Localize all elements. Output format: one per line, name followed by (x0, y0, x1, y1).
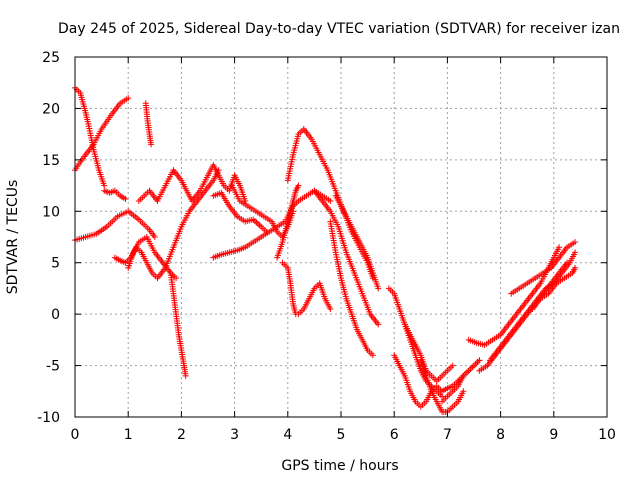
x-axis-title: GPS time / hours (281, 458, 398, 474)
x-tick-label: 4 (283, 427, 292, 443)
series-arc-5 (142, 100, 155, 148)
data-point (101, 182, 108, 189)
data-point (449, 362, 456, 369)
y-tick-label: 25 (42, 50, 60, 66)
y-axis-title: SDTVAR / TECUs (5, 180, 21, 295)
data-point (476, 357, 483, 364)
x-tick-label: 0 (71, 427, 80, 443)
data-point (460, 388, 467, 395)
data-point (182, 372, 189, 379)
series-arc-25 (465, 244, 563, 348)
data-point (125, 95, 132, 102)
x-tick-label: 9 (549, 427, 558, 443)
series-arc-8 (135, 162, 249, 204)
data-point (375, 321, 382, 328)
series-arc-7 (167, 270, 189, 379)
y-tick-label: 15 (42, 153, 60, 169)
data-point (572, 249, 579, 256)
series-arc-28 (508, 239, 579, 297)
data-point (151, 234, 158, 240)
series-arc-23 (401, 321, 456, 384)
series-arc-24 (439, 357, 483, 405)
series-arc-15 (295, 280, 334, 318)
data-point (327, 306, 334, 312)
series-arc-14 (279, 259, 299, 318)
data-point (256, 222, 263, 229)
x-tick-label: 1 (124, 427, 133, 443)
y-tick-label: 10 (42, 204, 60, 220)
data-point (369, 352, 376, 359)
x-tick-label: 7 (443, 427, 452, 443)
series-arc-22 (417, 357, 467, 415)
series-arc-17 (311, 187, 382, 328)
data-point (251, 217, 258, 224)
chart-title: Day 245 of 2025, Sidereal Day-to-day VTE… (58, 21, 620, 37)
y-tick-label: -5 (46, 359, 60, 375)
series-arc-9 (125, 234, 180, 282)
series-arc-18 (327, 218, 376, 359)
data-point (255, 220, 262, 227)
x-tick-label: 6 (390, 427, 399, 443)
series-arc-1 (72, 95, 132, 174)
series-arc-3 (101, 187, 129, 202)
axis-ticks (74, 56, 608, 418)
series-arc-19 (332, 192, 382, 292)
x-tick-label: 5 (337, 427, 346, 443)
series-arc-10 (210, 189, 270, 235)
x-tick-label: 3 (230, 427, 239, 443)
data-point (327, 198, 334, 204)
data-point (375, 285, 382, 292)
data-marks (72, 84, 579, 415)
x-tick-label: 2 (177, 427, 186, 443)
data-point (439, 393, 446, 400)
x-tick-label: 8 (496, 427, 505, 443)
x-tick-label: 10 (598, 427, 616, 443)
y-tick-label: 20 (42, 101, 60, 117)
y-tick-label: 0 (51, 307, 60, 323)
series-arc-13 (274, 182, 302, 261)
data-point (572, 264, 579, 271)
series-arc-4 (72, 208, 158, 244)
data-point (253, 219, 260, 226)
data-point (148, 141, 155, 148)
data-point (572, 239, 579, 246)
data-point (122, 195, 129, 202)
tick-labels: 0 1 2 3 4 5 6 7 8 9 10 -10 -5 0 5 10 15 20 25 (37, 50, 616, 443)
series-arc-29 (529, 264, 579, 312)
data-point (295, 182, 302, 189)
data-point (173, 275, 180, 282)
series-arc-2 (72, 84, 108, 189)
data-point (242, 198, 249, 204)
data-point (556, 244, 563, 251)
series-arc-12 (228, 182, 297, 240)
y-tick-label: -10 (37, 410, 60, 426)
y-tick-label: 5 (51, 256, 60, 272)
